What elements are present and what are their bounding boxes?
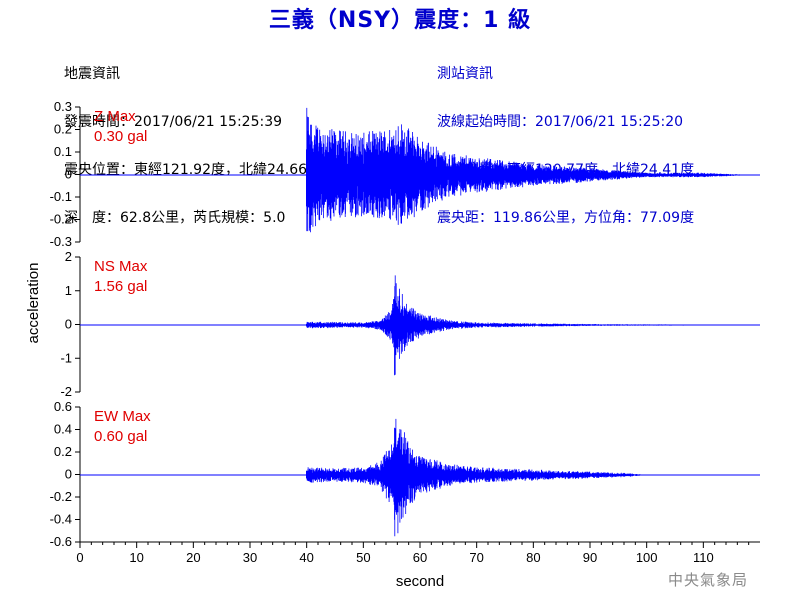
x-tick-label: 40 <box>299 550 313 565</box>
quake-time: 發震時間：2017/06/21 15:25:39 <box>64 114 283 130</box>
x-tick-label: 70 <box>469 550 483 565</box>
max-label-z: Z Max <box>94 108 136 125</box>
chart-title: 三義（NSY）震度：1 級 <box>268 8 532 33</box>
quake-info-heading: 地震資訊 <box>64 66 120 82</box>
y-tick-label-ns: 0 <box>65 317 72 332</box>
y-tick-label-ns: 2 <box>65 249 72 264</box>
quake-info-block: 地震資訊 發震時間：2017/06/21 15:25:39 震央位置：東經121… <box>64 34 321 242</box>
max-value-ns: 1.56 gal <box>94 278 147 295</box>
y-tick-label-ew: -0.6 <box>50 534 72 549</box>
x-tick-label: 60 <box>413 550 427 565</box>
x-tick-label: 80 <box>526 550 540 565</box>
x-tick-label: 10 <box>129 550 143 565</box>
waveform-ew <box>306 418 647 537</box>
y-tick-label-z: 0 <box>65 167 72 182</box>
y-tick-label-z: -0.3 <box>50 234 72 249</box>
x-tick-label: 20 <box>186 550 200 565</box>
y-tick-label-ew: 0 <box>65 467 72 482</box>
epicentral-distance: 震央距：119.86公里，方位角：77.09度 <box>437 210 695 226</box>
quake-depth-magnitude: 深 度：62.8公里，芮氏規模：5.0 <box>64 210 286 226</box>
y-tick-label-z: -0.1 <box>50 189 72 204</box>
y-axis-label: acceleration <box>25 263 42 344</box>
y-tick-label-ns: 1 <box>65 283 72 298</box>
y-tick-label-ns: -2 <box>60 384 72 399</box>
y-tick-label-z: 0.2 <box>54 122 72 137</box>
max-label-ew: EW Max <box>94 408 151 425</box>
y-tick-label-ns: -1 <box>60 350 72 365</box>
waveform-z <box>306 107 754 233</box>
y-tick-label-ew: 0.6 <box>54 399 72 414</box>
x-tick-label: 30 <box>243 550 257 565</box>
x-tick-label: 90 <box>583 550 597 565</box>
wave-start-time: 波線起始時間：2017/06/21 15:25:20 <box>437 114 684 130</box>
x-tick-label: 0 <box>76 550 83 565</box>
x-tick-label: 50 <box>356 550 370 565</box>
max-value-ew: 0.60 gal <box>94 428 147 445</box>
y-tick-label-ew: 0.4 <box>54 422 72 437</box>
y-tick-label-z: -0.2 <box>50 212 72 227</box>
waveform-ns <box>306 275 748 376</box>
y-tick-label-z: 0.3 <box>54 99 72 114</box>
max-label-ns: NS Max <box>94 258 148 275</box>
station-info-heading: 測站資訊 <box>437 66 493 82</box>
x-axis-label: second <box>396 573 444 590</box>
quake-location: 震央位置：東經121.92度，北緯24.66度 <box>64 162 322 178</box>
y-tick-label-ew: -0.2 <box>50 489 72 504</box>
x-tick-label: 110 <box>693 550 714 565</box>
y-tick-label-z: 0.1 <box>54 144 72 159</box>
y-tick-label-ew: 0.2 <box>54 444 72 459</box>
max-value-z: 0.30 gal <box>94 128 147 145</box>
x-tick-label: 100 <box>636 550 658 565</box>
y-tick-label-ew: -0.4 <box>50 512 72 527</box>
agency-watermark: 中央氣象局 <box>667 571 748 589</box>
